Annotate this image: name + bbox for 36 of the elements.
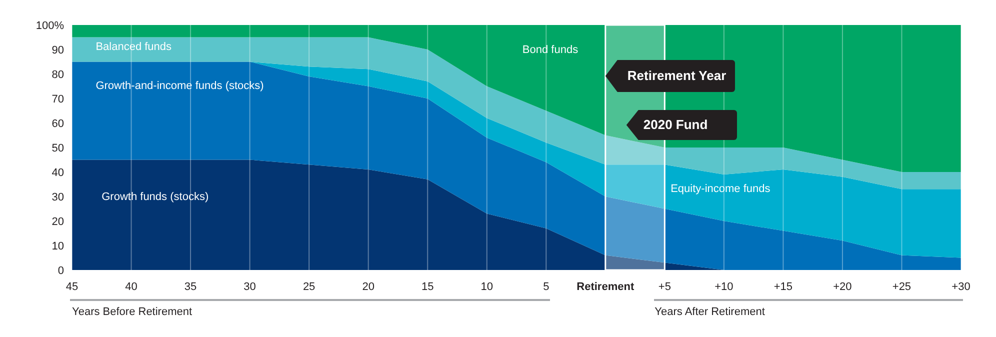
x-tick-label: +30: [952, 281, 970, 293]
x-tick-label: Retirement: [576, 281, 634, 293]
y-tick-label: 30: [52, 191, 64, 204]
x-tick-label: 30: [244, 281, 256, 293]
x-tick-label: 5: [543, 281, 550, 293]
x-tick-label: 35: [184, 281, 197, 293]
y-tick-label: 100%: [36, 20, 64, 32]
annotation: 2020 Fund: [643, 117, 708, 133]
annotation: Retirement Year: [627, 68, 726, 84]
y-tick-label: 60: [52, 118, 64, 130]
x-tick-label: +25: [892, 281, 912, 293]
y-tick-label: 10: [52, 240, 64, 252]
x-tick-label: 40: [125, 281, 138, 293]
x-tick-label: 10: [480, 281, 493, 293]
series-label: Bond funds: [522, 42, 578, 56]
x-tick-label: +10: [714, 281, 734, 293]
series-label: Growth-and-income funds (stocks): [96, 79, 264, 94]
x-tick-label: 15: [421, 281, 434, 293]
text: Years After Retirement: [654, 306, 765, 318]
series-label: Balanced funds: [96, 40, 172, 54]
series-label: Equity-income funds: [670, 182, 770, 196]
x-tick-label: 20: [362, 281, 374, 293]
series-label: Growth funds (stocks): [102, 190, 209, 204]
y-tick-label: 50: [52, 142, 64, 154]
y-tick-label: 90: [52, 44, 64, 56]
x-tick-label: +5: [658, 281, 671, 293]
x-tick-label: 25: [302, 281, 316, 293]
y-tick-label: 40: [52, 166, 64, 179]
y-tick-label: 0: [58, 264, 64, 277]
x-tick-label: +20: [833, 281, 852, 293]
y-tick-label: 20: [52, 216, 64, 228]
y-tick-label: 80: [52, 68, 64, 81]
y-tick-label: 70: [52, 93, 64, 106]
x-tick-label: +15: [774, 281, 793, 293]
text: Years Before Retirement: [72, 306, 192, 318]
x-tick-label: 45: [66, 281, 78, 293]
